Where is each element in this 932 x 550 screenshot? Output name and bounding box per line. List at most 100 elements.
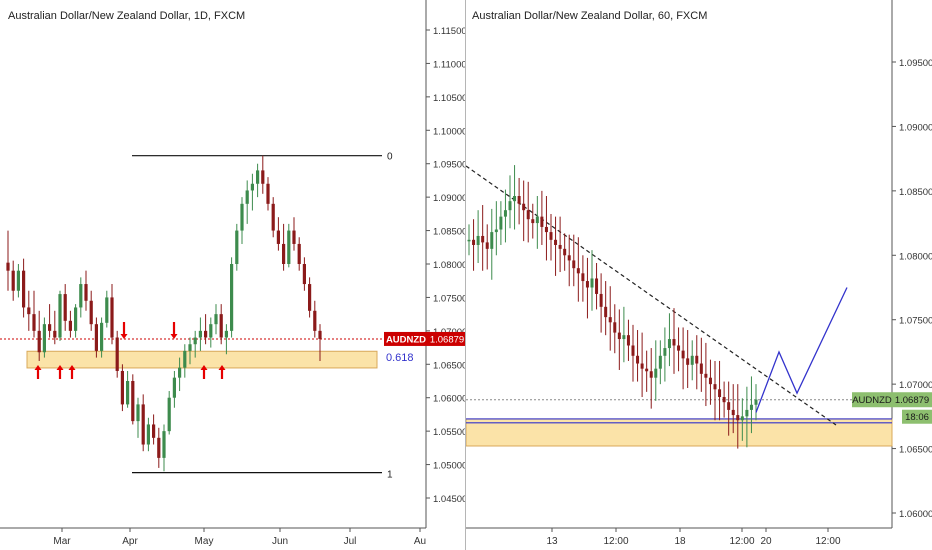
x-tick-label: 13	[546, 536, 558, 547]
candle-body	[740, 416, 744, 421]
candle-body	[467, 239, 471, 242]
candle-body	[645, 368, 649, 372]
candle-body	[32, 314, 36, 331]
x-tick-label: 12:00	[815, 536, 840, 547]
candle-body	[308, 284, 312, 311]
candle-body	[271, 203, 275, 231]
daily-chart-panel[interactable]: 1.11500 1.11000 1.10500 1.10000 1.09500 1.090…	[0, 0, 466, 550]
candle-body	[595, 278, 599, 294]
candle-body	[672, 339, 676, 346]
candle-body	[585, 281, 589, 288]
y-tick-label: 1.11500	[433, 26, 466, 37]
candle-body	[572, 260, 576, 269]
fib-level-1-label: 1	[387, 470, 393, 481]
candle-body	[476, 235, 480, 245]
x-tick-label: May	[195, 536, 214, 547]
y-tick-label: 1.08000	[899, 251, 932, 262]
x-tick-label: Jul	[344, 536, 357, 547]
y-tick-label: 1.08500	[899, 187, 932, 198]
hourly-chart-svg[interactable]: 1.09500 1.09000 1.08500 1.08000 1.07500 1.070…	[466, 0, 932, 550]
candle-body	[188, 344, 192, 351]
candle-body	[250, 183, 254, 191]
candle-body	[100, 322, 104, 351]
candle-body	[141, 404, 145, 445]
x-tick-label: 12:00	[729, 536, 754, 547]
candle-body	[681, 350, 685, 359]
candle-body	[558, 244, 562, 249]
fib-level-0-label: 0	[387, 152, 393, 163]
candle-body	[540, 216, 544, 227]
candle-body	[517, 196, 521, 204]
down-arrow-marker	[120, 322, 128, 339]
candle-body	[11, 270, 15, 291]
y-tick-label: 1.07000	[899, 380, 932, 391]
candle-body	[230, 264, 234, 331]
y-tick-label: 1.09000	[899, 122, 932, 133]
candle-body	[567, 255, 571, 261]
candle-body	[640, 363, 644, 369]
x-tick-label: Au	[414, 536, 426, 547]
candle-body	[22, 270, 26, 308]
candle-body	[209, 324, 213, 338]
candle-body	[126, 381, 130, 405]
candle-body	[549, 232, 553, 240]
x-tick-label: 20	[760, 536, 772, 547]
candle-body	[727, 402, 731, 410]
candle-body	[157, 437, 161, 458]
y-tick-label: 1.06500	[899, 445, 932, 456]
y-tick-label: 1.07500	[433, 293, 466, 304]
candle-body	[224, 330, 228, 338]
candle-body	[37, 330, 41, 353]
candle-body	[485, 242, 489, 249]
candle-body	[494, 229, 498, 233]
candle-body	[745, 409, 749, 417]
candle-body	[146, 424, 150, 445]
candle-body	[16, 270, 20, 291]
hourly-chart-panel[interactable]: 1.09500 1.09000 1.08500 1.08000 1.07500 1.070…	[466, 0, 932, 550]
candle-body	[472, 239, 476, 245]
candle-body	[708, 377, 712, 385]
candle-body	[68, 320, 72, 331]
fib-level-618-label: 0.618	[386, 352, 414, 364]
y-tick-label: 1.06500	[433, 360, 466, 371]
candle-body	[658, 355, 662, 369]
candle-body	[626, 335, 630, 346]
candle-body	[649, 371, 653, 378]
y-tick-label: 1.06000	[433, 394, 466, 405]
candle-body	[503, 210, 507, 217]
candle-body	[690, 355, 694, 365]
y-tick-label: 1.09000	[433, 193, 466, 204]
candle-body	[42, 324, 46, 353]
candle-body	[287, 230, 291, 264]
candle-body	[162, 431, 166, 458]
fib-618-zone	[26, 350, 378, 369]
candle-body	[302, 264, 306, 285]
candle-body	[84, 284, 88, 301]
candle-body	[604, 306, 608, 318]
daily-chart-svg[interactable]: 1.11500 1.11000 1.10500 1.10000 1.09500 1.090…	[0, 0, 466, 550]
candle-body	[736, 415, 740, 421]
candle-body	[636, 355, 640, 364]
candle-body	[94, 324, 98, 351]
candle-body	[131, 381, 135, 422]
x-tick-label: Jun	[272, 536, 288, 547]
y-tick-label: 1.05500	[433, 427, 466, 438]
y-tick-label: 1.08000	[433, 260, 466, 271]
countdown-badge	[902, 409, 932, 424]
candle-body	[617, 332, 621, 340]
candle-body	[481, 235, 485, 243]
candle-body	[613, 322, 617, 333]
candle-body	[318, 330, 322, 339]
candle-body	[686, 358, 690, 365]
down-arrow-marker	[170, 322, 178, 339]
candle-body	[526, 210, 530, 220]
candle-body	[58, 294, 62, 338]
price-symbol-label: AUDNZD	[386, 334, 426, 345]
candle-body	[554, 239, 558, 245]
candle-body	[105, 297, 109, 323]
candle-body	[266, 183, 270, 204]
support-zone	[466, 418, 893, 447]
candle-body	[240, 203, 244, 231]
up-arrow-marker	[34, 365, 42, 379]
price-symbol-badge	[852, 392, 893, 408]
